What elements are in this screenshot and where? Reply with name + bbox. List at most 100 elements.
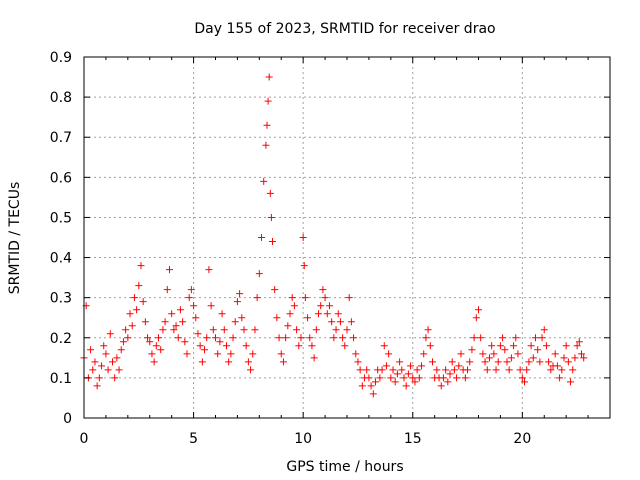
data-point <box>124 334 132 342</box>
data-point <box>529 354 537 362</box>
data-point <box>144 334 152 342</box>
data-point <box>98 362 106 370</box>
chart-title: Day 155 of 2023, SRMTID for receiver dra… <box>194 21 495 37</box>
data-point <box>545 358 553 366</box>
data-point <box>249 350 257 358</box>
data-point <box>242 342 250 350</box>
data-point <box>352 350 360 358</box>
data-point <box>201 346 209 354</box>
data-point <box>155 334 163 342</box>
data-point <box>163 286 171 294</box>
data-point <box>479 350 487 358</box>
data-point <box>472 314 480 322</box>
data-point <box>299 234 307 241</box>
data-point <box>229 334 237 342</box>
data-point <box>108 358 116 366</box>
data-point <box>231 318 239 326</box>
data-point <box>135 282 143 290</box>
data-point <box>150 358 158 366</box>
x-tick-label: 20 <box>513 431 531 447</box>
data-point <box>267 213 275 221</box>
data-point <box>420 350 428 358</box>
data-point <box>328 318 336 326</box>
grid-lines <box>84 57 610 418</box>
data-point <box>560 354 568 362</box>
data-point <box>409 374 417 382</box>
data-point <box>310 354 318 362</box>
plot-frame <box>83 56 611 419</box>
data-point <box>485 354 493 362</box>
data-point <box>247 366 255 374</box>
data-point <box>319 286 327 294</box>
data-point <box>141 318 149 326</box>
data-point <box>152 342 160 350</box>
data-point <box>273 314 281 322</box>
data-point <box>139 298 147 306</box>
data-point <box>133 306 141 314</box>
data-point <box>192 314 200 322</box>
data-point <box>264 97 272 105</box>
data-point <box>87 346 95 354</box>
y-tick-label: 0.2 <box>50 331 72 347</box>
data-point <box>263 121 271 129</box>
data-point <box>187 286 195 294</box>
data-point <box>490 350 498 358</box>
data-point <box>580 354 588 362</box>
data-point <box>531 334 539 342</box>
data-point <box>428 358 436 366</box>
data-point <box>481 358 489 366</box>
data-point <box>277 350 285 358</box>
data-point <box>573 342 581 350</box>
data-point <box>170 326 178 334</box>
data-point <box>100 342 108 350</box>
data-point <box>521 378 529 386</box>
data-point <box>446 370 454 378</box>
data-point <box>275 334 283 342</box>
data-point <box>571 354 579 362</box>
y-tick-label: 0.8 <box>50 90 72 106</box>
data-point <box>332 326 340 334</box>
data-point <box>501 346 509 354</box>
data-point <box>93 382 101 390</box>
data-point <box>225 358 233 366</box>
data-point <box>578 350 586 358</box>
data-point <box>457 350 465 358</box>
data-point <box>426 342 434 350</box>
data-point <box>181 338 189 346</box>
data-point <box>468 346 476 354</box>
data-point <box>196 342 204 350</box>
data-point <box>518 374 526 382</box>
data-point <box>218 310 226 318</box>
data-point <box>236 290 244 298</box>
data-point <box>488 342 496 350</box>
data-point <box>461 374 469 382</box>
data-point <box>536 358 544 366</box>
data-point <box>262 141 270 149</box>
data-point <box>115 366 123 374</box>
data-point <box>363 366 371 374</box>
data-point <box>222 342 230 350</box>
y-tick-label: 0.3 <box>50 291 72 307</box>
data-point <box>253 294 261 302</box>
data-point <box>198 358 206 366</box>
data-point <box>341 342 349 350</box>
data-point <box>492 366 500 374</box>
data-point <box>117 346 125 354</box>
data-point <box>415 374 423 382</box>
data-point <box>102 350 110 358</box>
data-point <box>400 374 408 382</box>
data-point <box>137 262 145 270</box>
data-point <box>336 318 344 326</box>
data-point <box>444 378 452 386</box>
data-point <box>168 310 176 318</box>
data-point <box>176 306 184 314</box>
data-point <box>315 310 323 318</box>
data-point <box>106 330 114 338</box>
y-tick-label: 0.6 <box>50 170 72 186</box>
data-point <box>282 334 290 342</box>
data-point <box>542 342 550 350</box>
data-point <box>553 362 561 370</box>
data-point <box>407 362 415 370</box>
data-point <box>203 334 211 342</box>
x-tick-label: 0 <box>80 431 89 447</box>
